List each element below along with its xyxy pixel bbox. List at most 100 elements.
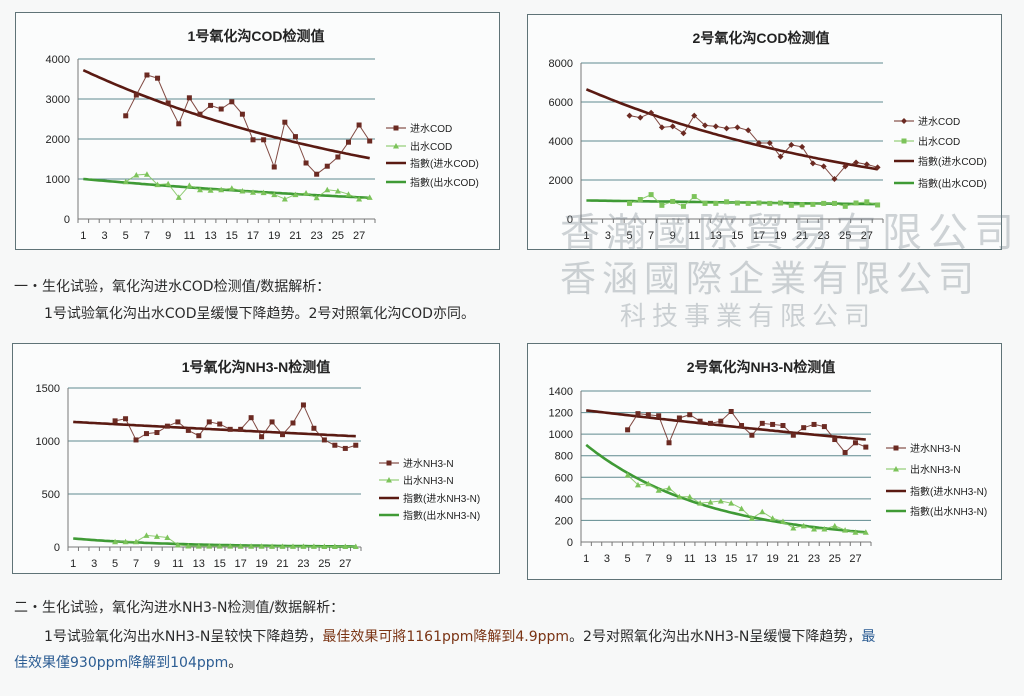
data-point xyxy=(853,159,860,166)
data-point xyxy=(669,123,676,130)
data-point xyxy=(691,112,698,119)
data-point xyxy=(133,92,139,98)
legend-item: 指數(出水NH3-N) xyxy=(886,505,987,518)
data-point xyxy=(864,199,870,205)
data-point xyxy=(280,432,286,438)
data-point xyxy=(303,160,309,166)
data-point xyxy=(342,445,348,451)
section2-body-line2: 佳效果僅930ppm降解到104ppm。 xyxy=(14,652,242,672)
data-point xyxy=(862,529,869,535)
data-point xyxy=(723,125,730,132)
data-point xyxy=(345,139,351,145)
x-tick-label: 5 xyxy=(123,230,129,242)
x-tick-label: 13 xyxy=(193,558,205,570)
legend-label: 指數(进水NH3-N) xyxy=(403,492,480,505)
data-point xyxy=(831,200,837,206)
data-point xyxy=(310,543,317,549)
data-point xyxy=(260,189,267,196)
data-point xyxy=(756,200,762,206)
data-point xyxy=(624,472,631,478)
x-tick-label: 19 xyxy=(268,230,280,242)
legend-label: 指數(出水NH3-N) xyxy=(910,505,987,518)
data-point xyxy=(144,72,150,78)
data-point xyxy=(324,163,330,169)
series-line xyxy=(125,173,370,200)
data-point xyxy=(863,161,870,168)
section1-heading: 一・生化试验，氧化沟进水COD检测值/数据解析： xyxy=(14,279,331,295)
y-tick-label: 500 xyxy=(42,489,60,501)
data-point xyxy=(702,122,709,129)
data-point xyxy=(282,119,288,125)
section2-highlight-2b: 佳效果僅930ppm降解到104ppm xyxy=(14,655,229,671)
series-inflow xyxy=(625,408,869,455)
data-point xyxy=(271,164,277,170)
x-tick-label: 21 xyxy=(276,558,288,570)
chart-title: 1号氧化沟COD检测值 xyxy=(188,28,325,44)
legend-marker xyxy=(386,460,392,466)
x-tick-label: 9 xyxy=(666,553,672,565)
x-tick-label: 15 xyxy=(214,558,226,570)
x-tick-label: 13 xyxy=(704,553,716,565)
data-point xyxy=(228,185,235,191)
data-point xyxy=(724,199,730,205)
x-tick-label: 23 xyxy=(311,230,323,242)
data-point xyxy=(208,102,214,108)
y-tick-label: 400 xyxy=(555,494,573,506)
data-point xyxy=(335,154,341,160)
data-point xyxy=(248,415,254,421)
series-line xyxy=(115,534,356,547)
x-tick-label: 15 xyxy=(226,230,238,242)
trendline-outflow xyxy=(585,443,866,534)
data-point xyxy=(164,534,171,540)
x-tick-label: 3 xyxy=(101,230,107,242)
data-point xyxy=(852,440,858,446)
x-tick-label: 1 xyxy=(80,230,86,242)
data-point xyxy=(739,423,745,429)
data-point xyxy=(659,202,665,208)
data-point xyxy=(645,412,651,418)
legend-marker xyxy=(893,445,899,451)
x-tick-label: 9 xyxy=(670,230,676,242)
data-point xyxy=(123,416,129,422)
data-point xyxy=(164,423,170,429)
data-point xyxy=(196,186,203,193)
section2-text-f: 。 xyxy=(228,655,243,671)
data-point xyxy=(788,141,795,148)
data-point xyxy=(697,500,704,506)
data-point xyxy=(759,420,765,426)
y-tick-label: 4000 xyxy=(549,136,573,148)
watermark-line-2: 香涵國際企業有限公司 xyxy=(560,259,981,300)
data-point xyxy=(799,143,806,150)
data-point xyxy=(697,418,703,424)
data-point xyxy=(853,200,859,206)
data-point xyxy=(196,433,202,439)
data-point xyxy=(658,124,665,131)
trendline-inflow xyxy=(585,88,878,171)
x-tick-label: 9 xyxy=(154,558,160,570)
chart-nh3-1: 1号氧化沟NH3-N检测值 0 500 1000 1500 1 3 5 7 9 11 13 15 17 19… xyxy=(12,343,500,574)
data-point xyxy=(300,543,307,549)
data-point xyxy=(292,134,298,140)
data-point xyxy=(239,188,246,194)
data-point xyxy=(143,431,149,437)
data-point xyxy=(852,529,859,535)
x-tick-label: 11 xyxy=(172,558,183,570)
x-tick-label: 21 xyxy=(787,553,799,565)
legend-label: 指數(进水COD) xyxy=(410,157,479,170)
section1-body: 1号试验氧化沟出水COD呈缓慢下降趋势。2号对照氧化沟COD亦同。 xyxy=(44,306,475,322)
legend-label: 指數(进水NH3-N) xyxy=(910,485,987,498)
data-point xyxy=(154,181,161,188)
data-point xyxy=(269,419,275,425)
data-point xyxy=(279,543,286,549)
legend-item: 进水COD xyxy=(894,116,960,128)
legend-marker xyxy=(901,118,907,124)
data-point xyxy=(334,188,341,194)
data-point xyxy=(811,526,818,532)
legend-item: 指數(出水COD) xyxy=(894,177,987,190)
data-point xyxy=(766,139,773,146)
data-point xyxy=(680,203,686,209)
data-point xyxy=(155,75,161,81)
legend-item: 指數(进水NH3-N) xyxy=(379,492,480,505)
data-point xyxy=(176,121,182,127)
